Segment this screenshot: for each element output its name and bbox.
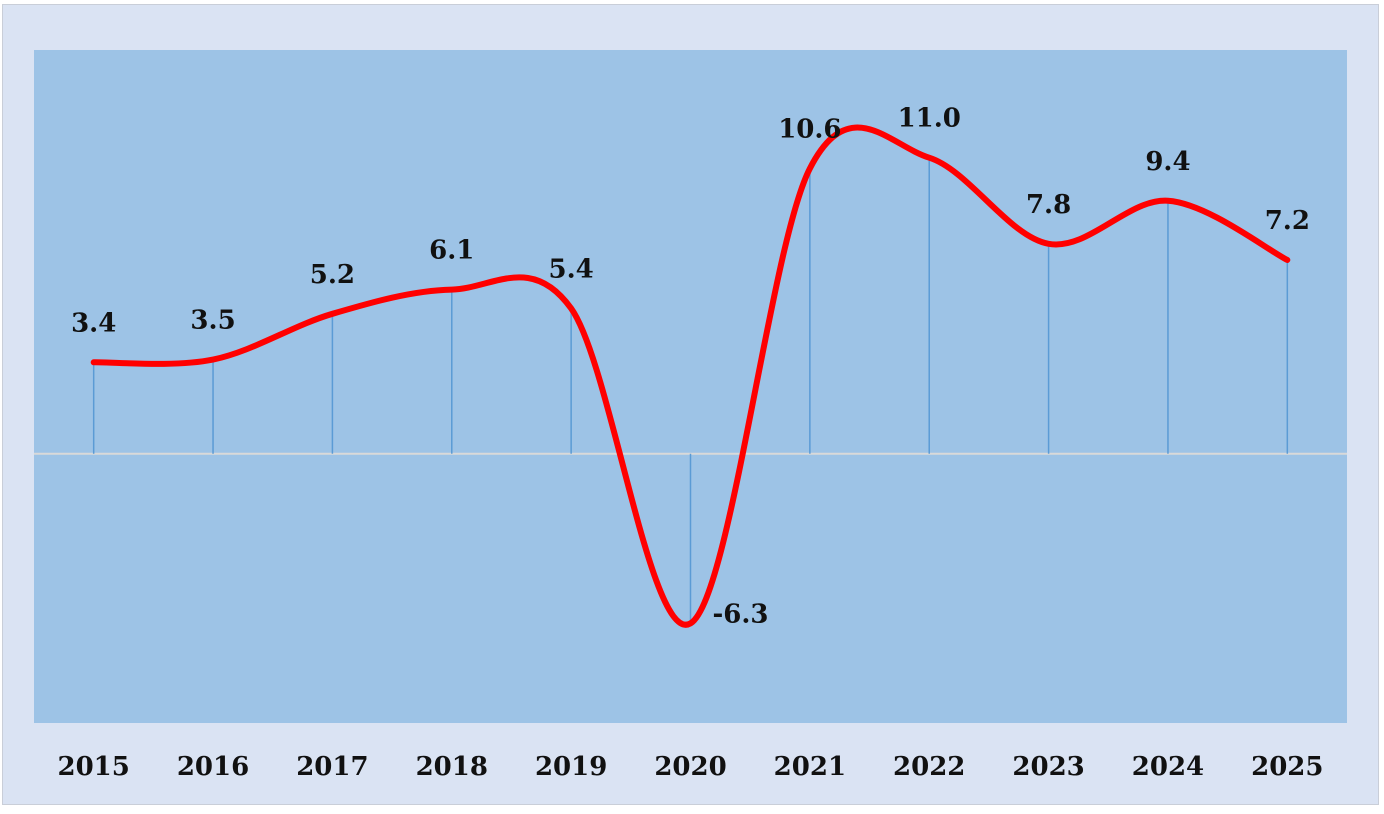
- x-tick-label: 2024: [1132, 752, 1204, 782]
- data-labels: 3.4 3.5 5.2 6.1 5.4 -6.3 10.6 11.0 7.8 9.4 7.2: [71, 104, 1310, 630]
- data-label-2024: 9.4: [1145, 147, 1190, 177]
- drop-lines: [92, 157, 1289, 624]
- data-label-2025: 7.2: [1265, 206, 1310, 236]
- data-label-2021: 10.6: [778, 114, 841, 144]
- x-tick-label: 2019: [535, 752, 607, 782]
- data-label-2016: 3.5: [190, 306, 235, 336]
- x-tick-label: 2020: [654, 752, 726, 782]
- data-label-2018: 6.1: [429, 236, 474, 266]
- data-label-2020: -6.3: [713, 599, 769, 629]
- x-tick-label: 2018: [416, 752, 488, 782]
- x-tick-label: 2023: [1012, 752, 1084, 782]
- data-label-2023: 7.8: [1026, 190, 1071, 220]
- x-tick-label: 2017: [296, 752, 368, 782]
- x-tick-label: 2025: [1251, 752, 1323, 782]
- data-label-2019: 5.4: [549, 254, 594, 284]
- x-tick-label: 2021: [774, 752, 846, 782]
- x-tick-label: 2022: [893, 752, 965, 782]
- data-label-2015: 3.4: [71, 308, 116, 338]
- series-line: [90, 124, 1291, 628]
- x-tick-label: 2015: [57, 752, 129, 782]
- data-label-2022: 11.0: [898, 104, 961, 134]
- x-axis-ticks: 2015 2016 2017 2018 2019 2020 2021 2022 2023 2024…: [57, 752, 1323, 782]
- data-label-2017: 5.2: [310, 260, 355, 290]
- x-tick-label: 2016: [177, 752, 249, 782]
